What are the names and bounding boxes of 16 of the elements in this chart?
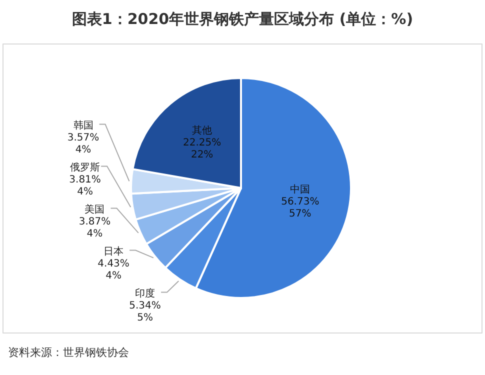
chart-title: 图表1：2020年世界钢铁产量区域分布 (单位：%) [72,10,414,28]
data-label: 3.87% 4% [78,216,111,240]
slice-label: 其他 [192,124,212,137]
data-label: 4.43% 4% [98,258,130,282]
text: 资料来源：世界钢铁协会 [8,346,129,359]
slice-label: 韩国 [73,119,94,132]
data-label: 22.25% 22% [183,138,222,161]
data-label: 3.81% 4% [69,174,101,198]
slice-label: 美国 [84,203,105,216]
data-label: 56.73% 57% [281,196,320,220]
slice-label: 俄罗斯 [70,161,100,174]
slice-label: 印度 [135,287,156,300]
data-label: 3.57% 4% [67,132,100,156]
slice-label: 中国 [290,184,310,196]
data-label: 5.34% 5% [129,300,161,324]
slice-label: 日本 [104,245,124,258]
